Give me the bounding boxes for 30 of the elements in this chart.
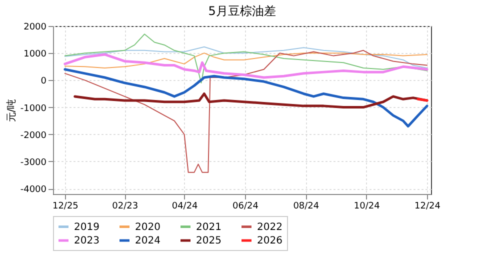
legend-label: 2024 [135,236,160,246]
x-tick-label: 04/24 [172,202,198,212]
x-tick-label: 10/24 [354,202,380,212]
y-tick-label: -3000 [20,158,47,168]
legend-label: 2025 [196,236,222,246]
x-tick-label: 12/24 [414,202,441,212]
line-series [64,53,428,79]
y-tick-label: 2000 [24,22,47,32]
line-series [64,52,428,68]
legend-label: 2020 [135,222,160,233]
y-tick-label: -2000 [20,130,47,141]
x-tick-label: 12/25 [52,202,78,212]
y-axis-title: 元/吨 [5,98,18,122]
line-series [64,34,428,84]
line-series [64,68,428,128]
chart-title: 5月豆棕油差 [208,4,276,18]
y-tick-label: 1000 [24,50,47,60]
y-tick-label: -4000 [20,185,47,196]
x-tick-label: 08/24 [293,202,320,212]
legend-label: 2021 [196,222,222,233]
legend-label: 2022 [257,222,282,233]
legend-label: 2023 [74,236,100,246]
line-series [64,46,428,68]
y-tick-label: 0 [40,76,47,87]
x-tick-label: 02/23 [112,202,138,212]
legend-label: 2019 [74,222,100,233]
legend-label: 2026 [257,236,282,246]
y-tick-label: -1000 [20,104,47,114]
x-tick-label: 06/24 [232,202,259,212]
line-series [64,50,428,173]
